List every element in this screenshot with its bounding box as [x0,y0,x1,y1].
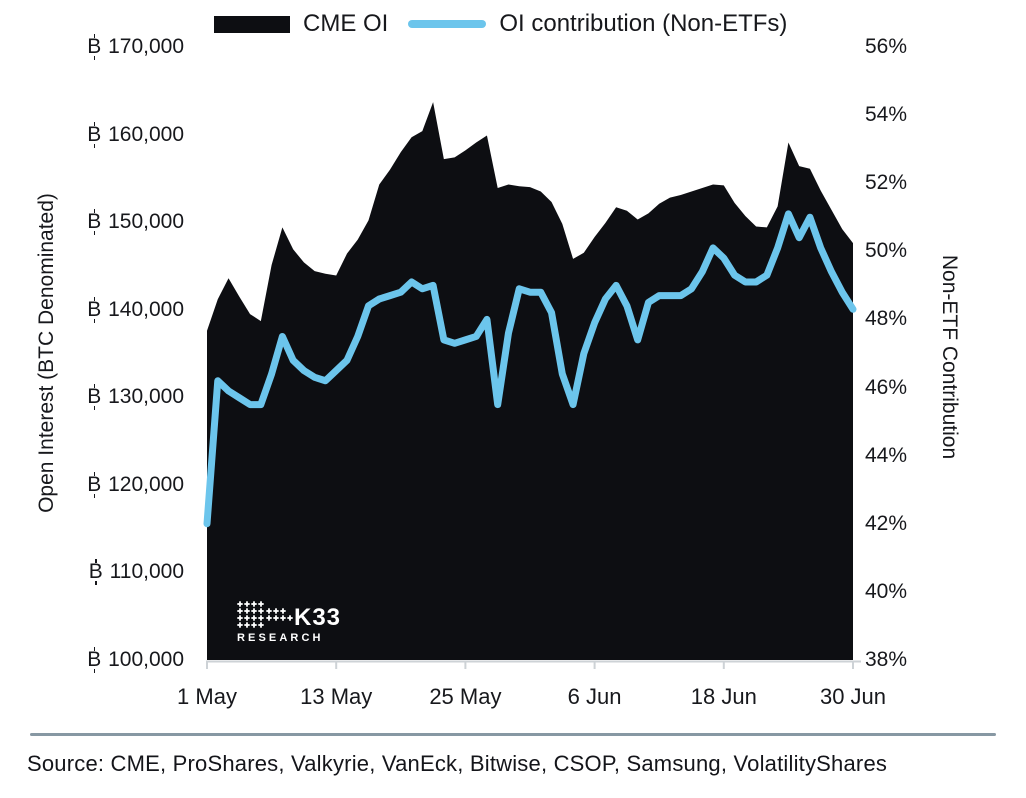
left-axis-tick-label: B 100,000 [87,647,184,673]
bitcoin-symbol-icon: B [87,209,102,236]
bitcoin-symbol-icon: B [88,559,103,586]
left-axis-tick-label: B 150,000 [87,209,184,236]
legend-item-cme-oi: CME OI [214,12,388,36]
left-axis-title: Open Interest (BTC Denominated) [35,193,58,513]
x-axis-tick-label: 30 Jun [819,684,887,709]
bitcoin-symbol-icon: B [87,121,102,148]
bitcoin-symbol-icon: B [87,34,102,60]
right-axis-tick-label: 44% [865,443,908,467]
bitcoin-symbol-icon: B [87,647,102,673]
right-axis-tick-label: 56% [865,35,908,58]
legend-label-cme-oi: CME OI [303,10,389,37]
right-axis-tick-label: 54% [865,103,908,127]
left-axis-tick-label: B 110,000 [88,559,184,586]
footer-separator-line [30,733,996,736]
left-axis-tick-label: B 130,000 [87,384,184,411]
x-axis-tick-label: 13 May [300,684,373,709]
right-axis-tick-label: 46% [865,375,908,399]
left-axis-tick-label: B 160,000 [87,121,184,148]
oi-contribution-swatch-icon [408,20,487,28]
cme-oi-area-series [207,102,853,661]
left-axis-tick-label: B 140,000 [87,296,184,323]
k33-logo-dot-matrix-icon [237,601,293,628]
k33-logo-text: K33 [294,604,341,631]
bitcoin-symbol-icon: B [87,471,102,498]
right-axis-tick-label: 48% [865,307,908,331]
cme-oi-swatch-icon [214,15,290,33]
left-axis-tick-label: B 120,000 [87,471,184,498]
k33-research-text: RESEARCH [237,632,324,644]
bitcoin-symbol-icon: B [87,384,102,411]
x-axis-tick-label: 1 May [177,684,237,709]
x-axis-tick-label: 25 May [429,684,502,709]
right-axis-tick-label: 42% [865,511,908,535]
legend-item-oi-contribution: OI contribution (Non-ETFs) [408,12,787,36]
oi-contribution-line-series [203,210,857,528]
legend: CME OI OI contribution (Non-ETFs) [214,12,787,36]
x-axis-tick-label: 18 Jun [690,684,757,709]
left-axis-tick-label: B 170,000 [87,34,184,60]
right-axis-tick-label: 38% [865,648,908,671]
right-axis-tick-label: 50% [865,239,908,263]
source-attribution: Source: CME, ProShares, Valkyrie, VanEck… [27,751,888,776]
right-axis-title: Non-ETF Contribution [938,254,961,460]
right-axis-tick-label: 40% [865,579,908,603]
k33-research-logo: K33 RESEARCH [237,601,341,644]
x-axis-tick-label: 6 Jun [567,684,622,709]
x-axis-line [206,660,861,669]
bitcoin-symbol-icon: B [87,296,102,323]
legend-label-oi-contribution: OI contribution (Non-ETFs) [499,10,788,37]
right-axis-tick-label: 52% [865,171,908,195]
